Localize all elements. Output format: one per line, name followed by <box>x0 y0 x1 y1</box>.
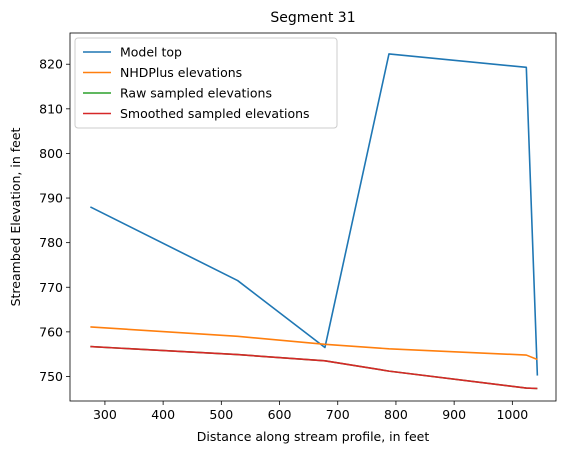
y-tick-label: 810 <box>39 101 63 116</box>
plot-frame <box>69 32 557 402</box>
y-tick-label: 770 <box>39 280 63 295</box>
series-layer <box>90 53 539 390</box>
series-line-model-top <box>90 53 539 376</box>
x-tick-label: 700 <box>326 407 350 422</box>
legend-box <box>74 37 338 129</box>
y-tick-label: 780 <box>39 235 63 250</box>
x-tick-label: 1000 <box>496 407 528 422</box>
y-tick-label: 790 <box>39 191 63 206</box>
y-tick-label: 750 <box>39 369 63 384</box>
chart-title: Segment 31 <box>270 10 355 26</box>
x-tick-label: 500 <box>209 407 233 422</box>
legend-label: NHDPlus elevations <box>120 65 242 80</box>
y-tick-label: 800 <box>39 146 63 161</box>
y-axis-label: Streambed Elevation, in feet <box>8 127 23 306</box>
x-tick-label: 900 <box>442 407 466 422</box>
x-tick-label: 800 <box>384 407 408 422</box>
y-axis: 750 760 770 780 790 800 810 820 <box>39 57 70 384</box>
x-axis: 300 400 500 600 700 800 900 1000 <box>93 401 528 422</box>
x-tick-label: 400 <box>151 407 175 422</box>
series-line-nhdplus-elevations <box>90 326 538 361</box>
legend-label: Smoothed sampled elevations <box>120 106 310 121</box>
x-axis-label: Distance along stream profile, in feet <box>197 429 430 444</box>
x-tick-label: 300 <box>93 407 117 422</box>
y-tick-label: 760 <box>39 324 63 339</box>
legend: Model top NHDPlus elevations Raw sampled e… <box>74 37 338 129</box>
x-tick-label: 600 <box>268 407 292 422</box>
legend-label: Model top <box>120 45 182 60</box>
legend-label: Raw sampled elevations <box>120 86 272 101</box>
y-tick-label: 820 <box>39 57 63 72</box>
series-line-smoothed-sampled-elevations <box>90 345 538 390</box>
